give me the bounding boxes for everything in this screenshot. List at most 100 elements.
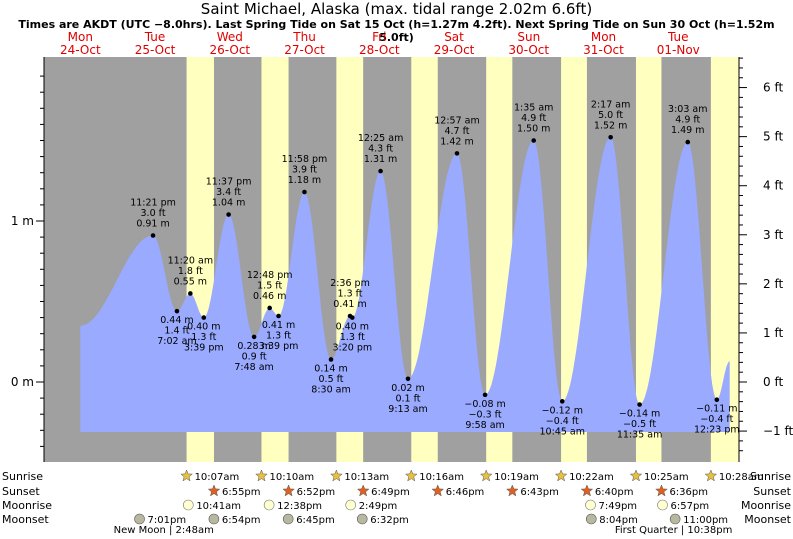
row-label-left: Moonset	[2, 513, 49, 526]
tide-label: 1.3 ft	[266, 330, 291, 341]
right-tick-label: 3 ft	[763, 228, 783, 242]
sunset-time: 6:36pm	[669, 487, 708, 498]
tide-label: −0.4 ft	[700, 414, 733, 425]
day-label: Tue 01-Nov	[638, 31, 718, 57]
tide-label: 9:58 am	[465, 420, 504, 431]
moonset-time: 7:01pm	[148, 515, 187, 526]
moonset-time: 6:32pm	[370, 515, 409, 526]
moonrise-icon	[585, 499, 596, 511]
tide-label: 0.55 m	[174, 276, 207, 287]
tide-label: 1:35 am	[514, 103, 553, 114]
tide-label: 7:02 am	[157, 336, 196, 347]
day-of-week: Mon	[590, 30, 617, 44]
chart-title: Saint Michael, Alaska (max. tidal range …	[200, 0, 593, 18]
sunset-time: 6:49pm	[371, 487, 410, 498]
left-tick-label: 1 m	[11, 214, 34, 228]
day-label: Fri 28-Oct	[339, 31, 419, 57]
tide-label: 4.3 ft	[368, 144, 393, 155]
tide-label: 3:39 pm	[184, 343, 224, 354]
sunrise-time: 10:25am	[644, 472, 689, 483]
sunset-time: 6:43pm	[520, 487, 559, 498]
sunrise-time: 10:22am	[569, 472, 614, 483]
moonset-time: 6:54pm	[222, 515, 261, 526]
tide-label: 11:20 am	[168, 255, 213, 266]
right-tick-label: −1 ft	[763, 424, 793, 438]
tide-label: −0.11 m	[696, 404, 737, 415]
day-date: 30-Oct	[508, 43, 550, 57]
tide-label: 0.41 m	[333, 299, 366, 310]
row-label-left: Sunrise	[2, 470, 43, 483]
sunset-time: 6:55pm	[222, 487, 261, 498]
sunrise-icon	[554, 469, 568, 482]
low-tide-point	[482, 392, 488, 398]
moonset-time: 8:04pm	[599, 515, 638, 526]
tide-label: 5.0 ft	[598, 110, 623, 121]
tide-label: 0.91 m	[136, 218, 169, 229]
moonset-icon	[669, 513, 681, 525]
tide-label: 1.4 ft	[164, 326, 189, 337]
day-of-week: Thu	[293, 30, 316, 44]
high-tide-point	[531, 138, 537, 143]
tide-label: 1.50 m	[517, 124, 550, 135]
tide-label: 3:39 pm	[259, 341, 299, 352]
tide-label: 11:35 am	[617, 430, 662, 441]
day-label: Mon 31-Oct	[564, 31, 644, 57]
low-tide-point	[276, 313, 281, 319]
tide-label: 0.5 ft	[319, 374, 344, 385]
day-label: Thu 27-Oct	[265, 31, 345, 57]
high-tide-point	[150, 233, 156, 238]
low-tide-point	[559, 399, 565, 404]
moonrise-time: 6:57pm	[671, 501, 710, 512]
tide-label: 0.28 m	[237, 341, 270, 352]
tide-label: 0.40 m	[336, 322, 369, 333]
tide-label: 0.40 m	[187, 322, 220, 333]
tide-label: 3:20 pm	[332, 343, 372, 354]
day-date: 24-Oct	[59, 43, 101, 57]
tide-label: 1.3 ft	[338, 288, 363, 299]
day-label: Tue 25-Oct	[115, 31, 195, 57]
moonrise-icon	[345, 499, 357, 511]
moonrise-time: 12:38pm	[277, 501, 322, 512]
tide-label: 11:21 pm	[130, 197, 176, 208]
tide-label: 9:13 am	[388, 404, 427, 415]
moonset-icon	[208, 513, 220, 525]
tide-label: 1.3 ft	[191, 332, 216, 343]
tide-label: 0.1 ft	[395, 393, 420, 404]
right-tick-label: 6 ft	[763, 81, 783, 95]
tide-label: −0.14 m	[619, 409, 660, 420]
tide-label: 1.31 m	[364, 154, 397, 165]
moonrise-time: 10:41am	[196, 501, 241, 512]
tide-label: −0.08 m	[464, 399, 505, 410]
low-tide-point	[251, 334, 257, 340]
row-label-left: Sunset	[2, 485, 40, 498]
tide-label: 0.02 m	[391, 383, 424, 394]
tide-label: 8:30 am	[311, 384, 350, 395]
moonrise-icon	[657, 499, 668, 511]
day-date: 28-Oct	[358, 43, 400, 57]
tide-label: 1.49 m	[671, 125, 704, 136]
tide-label: 4.9 ft	[521, 113, 546, 124]
day-of-week: Fri	[372, 30, 387, 44]
tide-label: 1.5 ft	[257, 280, 282, 291]
tide-label: 12:25 am	[358, 133, 403, 144]
tide-label: −0.4 ft	[546, 416, 579, 427]
low-tide-point	[714, 397, 720, 403]
tide-label: 0.46 m	[253, 291, 286, 302]
day-date: 31-Oct	[583, 43, 624, 57]
day-of-week: Tue	[144, 30, 166, 44]
right-tick-label: 1 ft	[763, 326, 783, 340]
moonset-icon	[356, 513, 368, 525]
tide-area	[80, 137, 730, 433]
day-of-week: Tue	[668, 30, 689, 44]
chart-axes: 0 m 1 m −1 ft 0 ft 1 ft 2 ft 3 ft 4 ft 5 ft 6 ft	[11, 57, 793, 462]
tide-label: 1.8 ft	[178, 266, 203, 277]
high-tide-point	[608, 134, 613, 140]
moonrise-icon	[183, 499, 194, 511]
high-tide-point	[188, 291, 193, 296]
sunrise-time: 10:07am	[195, 472, 240, 483]
day-of-week: Mon	[67, 30, 93, 44]
day-of-week: Sun	[517, 30, 541, 44]
low-tide-point	[349, 315, 355, 320]
